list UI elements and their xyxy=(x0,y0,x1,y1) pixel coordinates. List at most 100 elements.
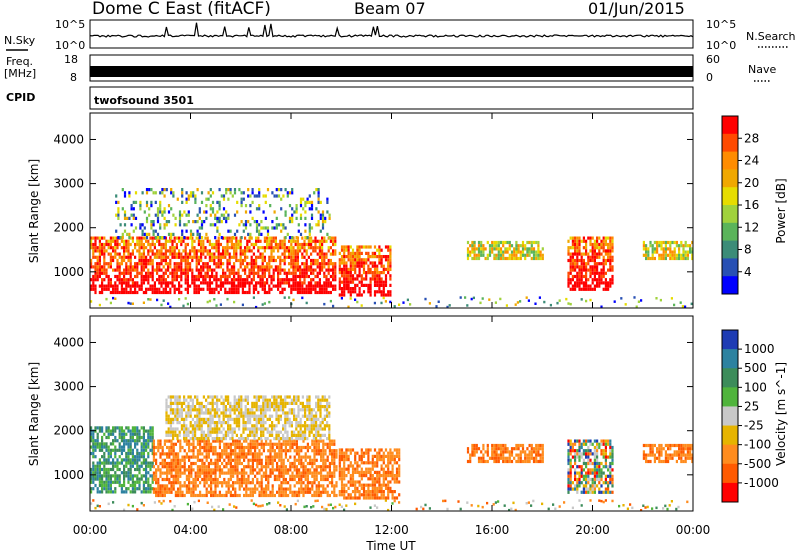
echo-cell xyxy=(198,437,201,441)
echo-cell xyxy=(673,303,676,307)
echo-cell xyxy=(132,216,135,220)
echo-cell xyxy=(142,439,145,443)
echo-cell xyxy=(202,268,205,272)
echo-cell xyxy=(101,480,104,484)
echo-cell xyxy=(210,477,213,482)
echo-cell xyxy=(223,493,226,498)
echo-cell xyxy=(294,287,297,291)
echo-cell xyxy=(184,271,187,275)
echo-cell xyxy=(112,268,115,272)
echo-cell xyxy=(284,455,287,459)
echo-cell xyxy=(240,395,243,399)
echo-cell xyxy=(305,252,308,256)
echo-cell xyxy=(127,258,130,263)
echo-cell xyxy=(340,267,344,271)
echo-cell xyxy=(105,442,108,446)
echo-cell xyxy=(282,493,285,498)
echo-cell xyxy=(282,474,285,478)
echo-cell xyxy=(98,429,101,433)
echo-cell xyxy=(261,278,264,282)
echo-cell xyxy=(307,239,310,243)
echo-cell xyxy=(203,493,206,498)
echo-cell xyxy=(118,252,121,256)
echo-cell xyxy=(199,468,202,472)
echo-cell xyxy=(295,398,298,402)
echo-cell xyxy=(172,232,175,236)
echo-cell xyxy=(297,223,300,227)
echo-cell xyxy=(326,471,329,475)
echo-cell xyxy=(273,474,276,478)
echo-cell xyxy=(334,287,337,291)
echo-cell xyxy=(222,411,225,415)
echo-cell xyxy=(248,262,251,266)
echo-cell xyxy=(116,242,119,247)
echo-cell xyxy=(239,255,242,259)
echo-cell xyxy=(156,287,159,291)
echo-cell xyxy=(161,210,164,214)
echo-cell xyxy=(220,424,223,428)
echo-cell xyxy=(596,262,599,266)
echo-cell xyxy=(103,284,106,288)
echo-cell xyxy=(204,246,207,250)
echo-cell xyxy=(153,284,156,288)
echo-cell xyxy=(188,458,191,462)
echo-cell xyxy=(541,256,544,261)
echo-cell xyxy=(609,265,612,269)
nsearch-tick-bottom: 10^0 xyxy=(706,39,736,52)
echo-cell xyxy=(174,401,177,405)
echo-cell xyxy=(532,256,536,261)
echo-cell xyxy=(576,284,579,288)
echo-cell xyxy=(174,461,177,466)
echo-cell xyxy=(227,188,230,192)
echo-cell xyxy=(258,188,261,192)
echo-cell xyxy=(343,255,346,259)
echo-cell xyxy=(155,481,158,485)
echo-cell xyxy=(246,281,249,285)
echo-cell xyxy=(335,452,338,456)
echo-cell xyxy=(165,408,168,412)
echo-cell xyxy=(182,239,185,243)
echo-cell xyxy=(275,194,278,198)
echo-cell xyxy=(225,461,228,466)
echo-cell xyxy=(249,411,252,415)
echo-cell xyxy=(229,458,232,462)
echo-cell xyxy=(156,216,160,220)
echo-cell xyxy=(604,242,607,247)
echo-cell xyxy=(177,481,180,485)
echo-cell xyxy=(165,188,168,192)
echo-cell xyxy=(163,188,166,192)
echo-cell xyxy=(275,226,278,230)
echo-cell xyxy=(120,439,123,443)
echo-cell xyxy=(266,417,269,421)
echo-cell xyxy=(300,477,303,482)
echo-cell xyxy=(293,398,296,402)
echo-cell xyxy=(200,200,204,204)
echo-cell xyxy=(246,398,249,402)
echo-cell xyxy=(94,290,97,295)
echo-cell xyxy=(278,445,281,450)
echo-cell xyxy=(295,395,298,399)
echo-cell xyxy=(147,439,150,443)
echo-cell xyxy=(120,290,123,295)
echo-cell xyxy=(189,430,192,434)
echo-cell xyxy=(148,188,151,192)
echo-cell xyxy=(105,239,108,243)
echo-cell xyxy=(112,461,115,465)
echo-cell xyxy=(260,411,263,415)
echo-cell xyxy=(259,239,262,243)
echo-cell xyxy=(333,474,336,478)
echo-cell xyxy=(249,194,252,198)
echo-cell xyxy=(213,287,216,291)
echo-cell xyxy=(358,264,361,268)
echo-cell xyxy=(360,264,363,268)
echo-cell xyxy=(225,449,228,453)
echo-cell xyxy=(205,398,208,402)
echo-cell xyxy=(378,271,381,275)
echo-cell xyxy=(183,408,186,412)
echo-cell xyxy=(169,271,172,275)
echo-cell xyxy=(92,274,95,279)
echo-cell xyxy=(190,474,193,478)
echo-cell xyxy=(184,287,187,291)
echo-cell xyxy=(145,458,148,462)
echo-cell xyxy=(134,262,137,266)
